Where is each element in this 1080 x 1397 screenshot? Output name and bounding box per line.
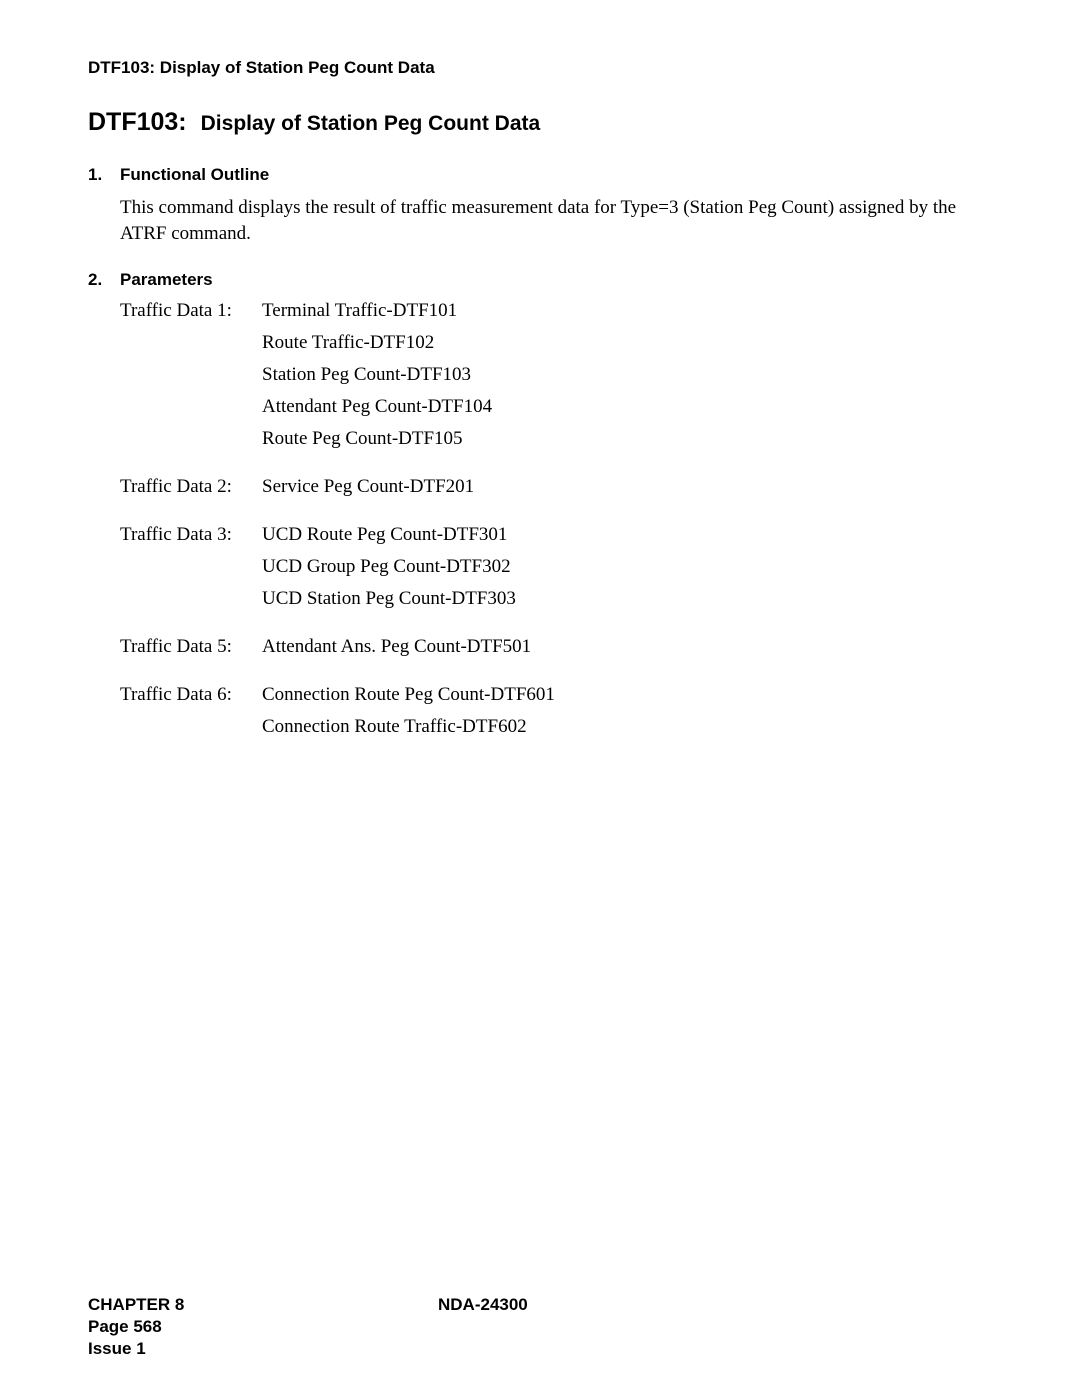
running-header: DTF103: Display of Station Peg Count Dat… xyxy=(88,58,992,78)
document-page: DTF103: Display of Station Peg Count Dat… xyxy=(0,0,1080,1397)
param-group: Traffic Data 5:Attendant Ans. Peg Count-… xyxy=(120,636,992,658)
footer-doc-number: NDA-24300 xyxy=(438,1295,528,1361)
param-value: Attendant Ans. Peg Count-DTF501 xyxy=(262,636,531,658)
param-values: Attendant Ans. Peg Count-DTF501 xyxy=(262,636,531,658)
page-title: DTF103: Display of Station Peg Count Dat… xyxy=(88,108,992,137)
section-title: Functional Outline xyxy=(120,165,269,185)
footer-issue: Issue 1 xyxy=(88,1339,438,1359)
param-group: Traffic Data 6:Connection Route Peg Coun… xyxy=(120,684,992,738)
param-values: Service Peg Count-DTF201 xyxy=(262,476,474,498)
section-num: 2. xyxy=(88,270,120,290)
param-group: Traffic Data 3:UCD Route Peg Count-DTF30… xyxy=(120,524,992,610)
footer-left: CHAPTER 8 Page 568 Issue 1 xyxy=(88,1295,438,1361)
section-title: Parameters xyxy=(120,270,213,290)
footer-chapter: CHAPTER 8 xyxy=(88,1295,438,1315)
param-value: Station Peg Count-DTF103 xyxy=(262,364,492,386)
param-label: Traffic Data 5: xyxy=(120,636,262,658)
functional-outline-body: This command displays the result of traf… xyxy=(120,195,972,246)
section-num: 1. xyxy=(88,165,120,185)
title-text: Display of Station Peg Count Data xyxy=(201,112,541,135)
param-values: Connection Route Peg Count-DTF601 Connect… xyxy=(262,684,555,738)
param-group: Traffic Data 2:Service Peg Count-DTF201 xyxy=(120,476,992,498)
param-group: Traffic Data 1:Terminal Traffic-DTF101 Ro… xyxy=(120,300,992,450)
param-label: Traffic Data 2: xyxy=(120,476,262,498)
param-value: Attendant Peg Count-DTF104 xyxy=(262,396,492,418)
title-code: DTF103: xyxy=(88,108,187,136)
param-value: Connection Route Traffic-DTF602 xyxy=(262,716,555,738)
page-footer: CHAPTER 8 Page 568 Issue 1 NDA-24300 xyxy=(88,1295,992,1361)
param-values: UCD Route Peg Count-DTF301 UCD Group Peg … xyxy=(262,524,516,610)
param-label: Traffic Data 1: xyxy=(120,300,262,450)
param-value: Route Peg Count-DTF105 xyxy=(262,428,492,450)
parameters-block: Traffic Data 1:Terminal Traffic-DTF101 Ro… xyxy=(120,300,992,738)
param-value: Terminal Traffic-DTF101 xyxy=(262,300,492,322)
param-values: Terminal Traffic-DTF101 Route Traffic-DTF… xyxy=(262,300,492,450)
param-label: Traffic Data 6: xyxy=(120,684,262,738)
param-label: Traffic Data 3: xyxy=(120,524,262,610)
param-value: Service Peg Count-DTF201 xyxy=(262,476,474,498)
section-heading-2: 2. Parameters xyxy=(88,270,992,290)
section-heading-1: 1. Functional Outline xyxy=(88,165,992,185)
param-value: UCD Station Peg Count-DTF303 xyxy=(262,588,516,610)
footer-page: Page 568 xyxy=(88,1317,438,1337)
param-value: Connection Route Peg Count-DTF601 xyxy=(262,684,555,706)
param-value: UCD Route Peg Count-DTF301 xyxy=(262,524,516,546)
param-value: UCD Group Peg Count-DTF302 xyxy=(262,556,516,578)
param-value: Route Traffic-DTF102 xyxy=(262,332,492,354)
